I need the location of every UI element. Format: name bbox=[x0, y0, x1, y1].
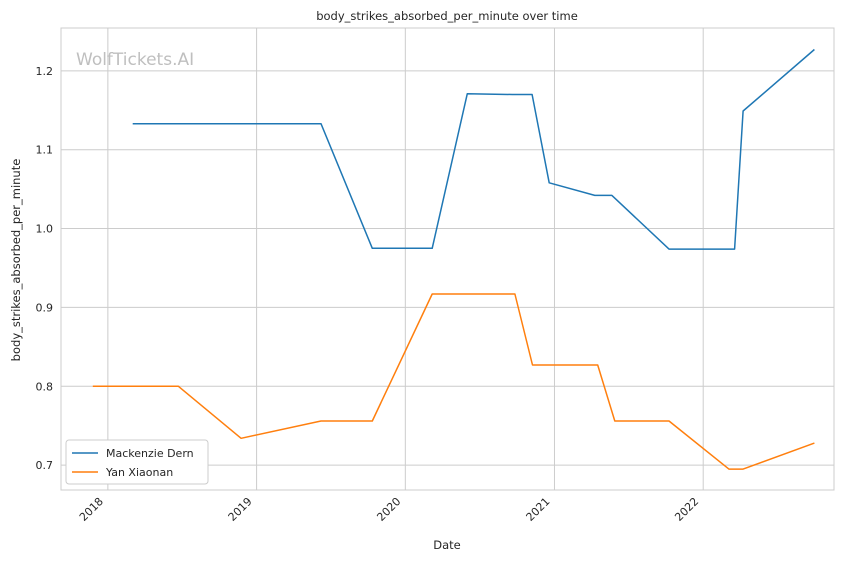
y-tick-label: 0.8 bbox=[36, 380, 54, 393]
legend-label-yan-xiaonan: Yan Xiaonan bbox=[105, 466, 173, 479]
y-axis-label: body_strikes_absorbed_per_minute bbox=[9, 159, 23, 362]
x-tick-label: 2021 bbox=[524, 495, 553, 524]
grid bbox=[61, 28, 834, 490]
legend-box bbox=[65, 439, 209, 485]
plot-area bbox=[60, 27, 835, 491]
chart-title: body_strikes_absorbed_per_minute over ti… bbox=[316, 9, 578, 23]
x-tick-label: 2019 bbox=[226, 495, 255, 524]
y-tick-label: 1.2 bbox=[36, 65, 54, 78]
y-tick-label: 0.9 bbox=[36, 301, 54, 314]
series-line-yan-xiaonan bbox=[92, 293, 815, 470]
series-layer bbox=[92, 48, 815, 470]
x-tick-label: 2018 bbox=[77, 495, 106, 524]
watermark: WolfTickets.AI bbox=[76, 50, 194, 70]
y-tick-label: 1.1 bbox=[36, 144, 54, 157]
x-axis-label: Date bbox=[433, 538, 461, 552]
series-line-mackenzie-dern bbox=[132, 48, 815, 250]
legend-label-mackenzie-dern: Mackenzie Dern bbox=[106, 447, 194, 460]
x-tick-label: 2022 bbox=[672, 495, 701, 524]
legend: Mackenzie Dern Yan Xiaonan bbox=[65, 439, 209, 485]
y-tick-label: 1.0 bbox=[36, 223, 54, 236]
x-tick-label: 2020 bbox=[374, 495, 403, 524]
y-tick-label: 0.7 bbox=[36, 459, 54, 472]
